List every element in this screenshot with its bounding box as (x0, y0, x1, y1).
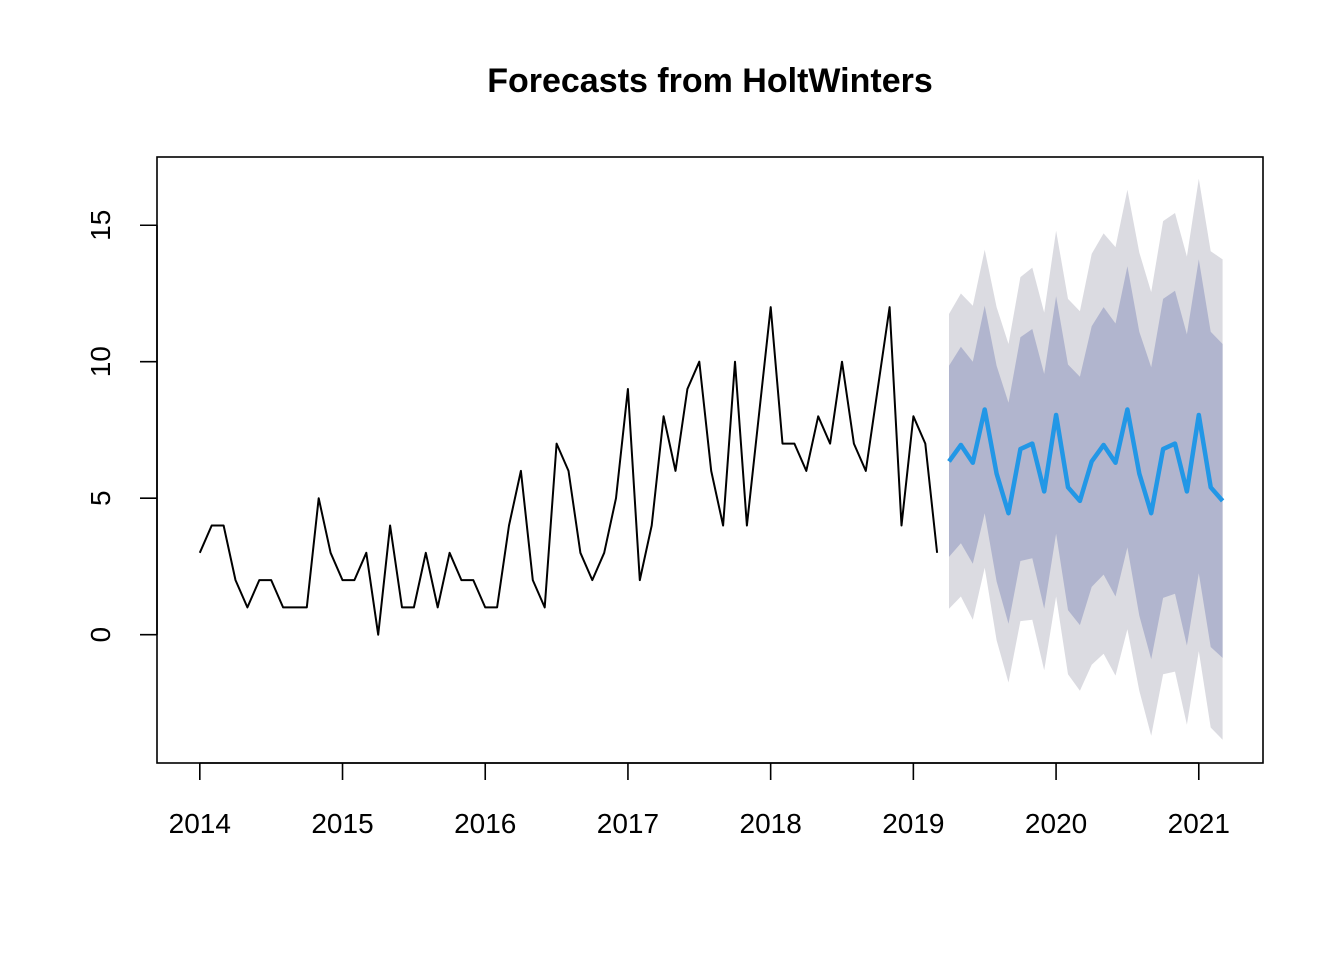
y-tick-label: 5 (85, 490, 116, 506)
x-axis: 2014 2015 2016 2017 2018 2019 2020 2021 (169, 762, 1230, 839)
interval-80-band (949, 259, 1223, 660)
series-lines (198, 306, 1225, 636)
chart-title: Forecasts from HoltWinters (487, 62, 933, 100)
observed-series-line (198, 306, 939, 636)
y-tick-label: 10 (85, 346, 116, 377)
x-tick-label: 2014 (169, 808, 231, 839)
forecast-mean-line (947, 407, 1225, 516)
x-tick-label: 2016 (454, 808, 516, 839)
x-tick-label: 2021 (1168, 808, 1230, 839)
x-tick-label: 2015 (311, 808, 373, 839)
x-tick-label: 2019 (882, 808, 944, 839)
y-tick-label: 15 (85, 210, 116, 241)
x-tick-label: 2020 (1025, 808, 1087, 839)
x-tick-label: 2018 (740, 808, 802, 839)
x-tick-label: 2017 (597, 808, 659, 839)
y-axis: 0 5 10 15 (85, 210, 158, 643)
prediction-intervals (949, 178, 1223, 740)
y-tick-label: 0 (85, 627, 116, 643)
